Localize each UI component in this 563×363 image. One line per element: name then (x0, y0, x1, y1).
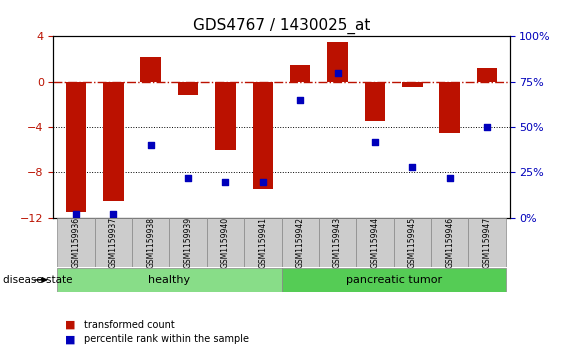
Text: GSM1159941: GSM1159941 (258, 217, 267, 268)
Point (333, 70, 342, 76)
Text: GSM1159936: GSM1159936 (72, 217, 81, 268)
Point (482, 124, 491, 130)
Text: GSM1159944: GSM1159944 (370, 217, 379, 268)
Text: GSM1159947: GSM1159947 (482, 217, 491, 268)
Bar (253, 82, 273, 189)
Text: healthy: healthy (148, 275, 190, 285)
Bar (282, 268, 506, 292)
Bar (244, 218, 282, 267)
Text: GSM1159937: GSM1159937 (109, 217, 118, 268)
Bar (327, 42, 348, 82)
Text: ■: ■ (65, 334, 75, 344)
Text: percentile rank within the sample: percentile rank within the sample (84, 334, 249, 344)
Bar (468, 218, 506, 267)
Point (72, 211, 81, 217)
Point (445, 175, 454, 181)
Bar (290, 65, 310, 82)
Bar (169, 218, 207, 267)
Bar (215, 82, 236, 150)
Text: GSM1159942: GSM1159942 (296, 217, 305, 268)
Point (258, 179, 267, 184)
Point (109, 211, 118, 217)
Point (146, 142, 155, 148)
Point (370, 139, 379, 144)
Bar (356, 218, 394, 267)
Point (221, 179, 230, 184)
Point (296, 97, 305, 103)
Bar (57, 268, 282, 292)
Text: disease state: disease state (3, 275, 72, 285)
Text: GSM1159938: GSM1159938 (146, 217, 155, 268)
Bar (66, 82, 86, 212)
Bar (103, 82, 123, 201)
Bar (431, 218, 468, 267)
Bar (282, 218, 319, 267)
Bar (178, 82, 198, 95)
Bar (207, 218, 244, 267)
Bar (132, 218, 169, 267)
Text: GSM1159939: GSM1159939 (184, 217, 193, 268)
Title: GDS4767 / 1430025_at: GDS4767 / 1430025_at (193, 17, 370, 33)
Bar (365, 82, 385, 121)
Text: GSM1159946: GSM1159946 (445, 217, 454, 268)
Bar (319, 218, 356, 267)
Bar (140, 57, 161, 82)
Point (184, 175, 193, 181)
Text: transformed count: transformed count (84, 320, 175, 330)
Text: GSM1159943: GSM1159943 (333, 217, 342, 268)
Bar (95, 218, 132, 267)
Bar (402, 82, 423, 87)
Bar (477, 68, 497, 82)
Bar (394, 218, 431, 267)
Text: GSM1159945: GSM1159945 (408, 217, 417, 268)
Text: ■: ■ (65, 320, 75, 330)
Text: pancreatic tumor: pancreatic tumor (346, 275, 442, 285)
Text: GSM1159940: GSM1159940 (221, 217, 230, 268)
Bar (440, 82, 460, 133)
Bar (57, 218, 95, 267)
Point (408, 164, 417, 170)
